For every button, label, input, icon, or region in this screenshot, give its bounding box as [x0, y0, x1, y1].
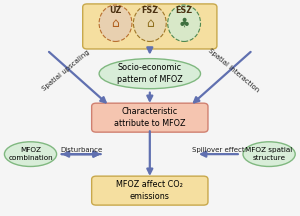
- Ellipse shape: [99, 5, 132, 41]
- Text: MFOZ spatial
structure: MFOZ spatial structure: [245, 147, 293, 161]
- FancyBboxPatch shape: [83, 4, 217, 49]
- FancyBboxPatch shape: [92, 176, 208, 205]
- Ellipse shape: [134, 5, 166, 41]
- Text: ⌂: ⌂: [112, 17, 119, 30]
- Text: MFOZ affect CO₂
emissions: MFOZ affect CO₂ emissions: [116, 180, 183, 201]
- Ellipse shape: [4, 142, 57, 167]
- Text: UZ: UZ: [109, 6, 122, 15]
- Text: Spillover effect: Spillover effect: [192, 147, 245, 153]
- Text: ⌂: ⌂: [146, 17, 154, 30]
- Ellipse shape: [99, 59, 200, 89]
- FancyBboxPatch shape: [92, 103, 208, 132]
- Text: MFOZ
combination: MFOZ combination: [8, 147, 53, 161]
- Text: ♣: ♣: [178, 17, 190, 30]
- Text: Disturbance: Disturbance: [60, 147, 102, 153]
- Ellipse shape: [168, 5, 200, 41]
- Text: Characteristic
attribute to MFOZ: Characteristic attribute to MFOZ: [114, 107, 186, 128]
- Ellipse shape: [243, 142, 295, 167]
- Text: ESZ: ESZ: [176, 6, 193, 15]
- Text: Socio-economic
pattern of MFOZ: Socio-economic pattern of MFOZ: [117, 63, 183, 84]
- Text: Spatial upscaling: Spatial upscaling: [41, 49, 91, 92]
- Text: Spatial interaction: Spatial interaction: [207, 48, 260, 93]
- Text: FSZ: FSZ: [141, 6, 158, 15]
